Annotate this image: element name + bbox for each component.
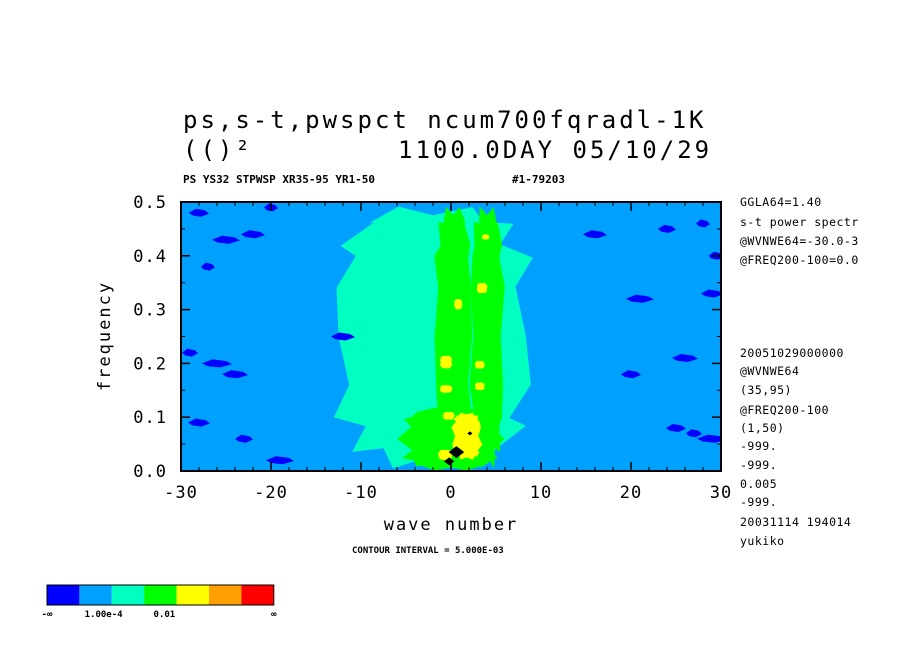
subheader-right: #1-79203 xyxy=(512,173,565,186)
side-info-bottom-1: 20051029000000 xyxy=(740,346,844,360)
contour-region-level-4 xyxy=(451,412,483,460)
colorbar-swatch xyxy=(47,585,80,605)
x-tick-label: 20 xyxy=(620,483,642,503)
y-axis-label: frequency xyxy=(95,281,115,391)
colorbar-label: 1.00e-4 xyxy=(85,610,124,620)
low-power-spot xyxy=(331,332,355,341)
low-power-spot xyxy=(202,359,232,368)
low-power-spot xyxy=(701,289,721,298)
y-tick-label: 0.5 xyxy=(133,193,167,213)
colorbar-label: 0.01 xyxy=(154,610,176,620)
contour-region-level-4 xyxy=(438,449,453,461)
colorbar-label: -∞ xyxy=(42,610,53,620)
low-power-spot xyxy=(212,235,240,244)
x-tick-label: -10 xyxy=(344,483,378,503)
side-info-top-1: GGLA64=1.40 xyxy=(740,195,822,209)
x-tick-label: -30 xyxy=(164,483,198,503)
contour-region-level-3 xyxy=(434,206,473,469)
x-tick-label: 30 xyxy=(710,483,732,503)
y-tick-label: 0.1 xyxy=(133,408,167,428)
low-power-spot xyxy=(583,230,607,239)
colorbar-swatch xyxy=(241,585,274,605)
colorbar-label: ∞ xyxy=(271,610,277,620)
x-tick-label: 0 xyxy=(445,483,456,503)
peak-contour-spot xyxy=(467,431,473,436)
low-power-spot xyxy=(201,262,215,271)
colorbar: -∞ 1.00e-4 0.01 ∞ xyxy=(42,584,277,620)
x-tick-label: 10 xyxy=(530,483,552,503)
low-power-spot xyxy=(188,418,210,427)
low-power-spot xyxy=(686,429,702,438)
side-info-bottom-3: (35,95) xyxy=(740,383,792,397)
side-info-bottom-10: 20031114 194014 xyxy=(740,515,852,529)
colorbar-swatch xyxy=(209,585,242,605)
low-power-spot xyxy=(696,219,710,228)
contour-region-level-4 xyxy=(439,385,453,393)
contour-region-level-4 xyxy=(442,412,456,420)
side-info-bottom-2: @WVNWE64 xyxy=(740,364,800,378)
low-power-spot xyxy=(266,456,294,465)
low-power-spot xyxy=(182,348,198,357)
colorbar-swatch xyxy=(79,585,112,605)
side-info-top-4: @FREQ200-100=0.0 xyxy=(740,253,859,267)
side-info-top-2: s-t power spectr xyxy=(740,215,859,229)
x-axis-label: wave number xyxy=(384,515,519,535)
side-info-bottom-4: @FREQ200-100 xyxy=(740,403,830,417)
contour-region-level-4 xyxy=(481,234,490,240)
x-tick-label: -20 xyxy=(254,483,288,503)
low-power-spot xyxy=(666,424,686,432)
contour-region-level-4 xyxy=(476,282,488,294)
contour-region-level-3 xyxy=(469,206,505,469)
peak-contour-spot xyxy=(448,446,465,459)
low-power-spot xyxy=(235,434,253,443)
contour-interval-note: CONTOUR INTERVAL = 5.000E-03 xyxy=(352,546,504,556)
low-power-spot xyxy=(672,354,698,362)
contour-region-level-4 xyxy=(474,382,486,391)
side-info-bottom-8: 0.005 xyxy=(740,477,778,491)
title-line-1: ps,s-t,pwspct ncum700fqradl-1K xyxy=(183,106,707,134)
side-info-bottom-7: -999. xyxy=(740,458,778,472)
side-info-top-3: @WVNWE64=-30.0-3 xyxy=(740,234,859,248)
colorbar-frame xyxy=(46,584,275,606)
colorbar-swatch xyxy=(111,585,145,605)
contour-region-level-4 xyxy=(474,360,485,369)
contour-region-level-4 xyxy=(453,299,463,310)
low-power-spot xyxy=(626,294,654,303)
low-power-spot xyxy=(658,224,676,233)
y-tick-label: 0.2 xyxy=(133,354,167,374)
contour-region-level-4 xyxy=(439,355,453,369)
y-tick-label: 0.0 xyxy=(133,462,167,482)
title-line-2-left: (()² xyxy=(183,136,253,164)
y-tick-label: 0.4 xyxy=(133,247,167,267)
side-info-bottom-9: -999. xyxy=(740,495,778,509)
low-power-spot xyxy=(189,208,209,217)
side-info-bottom-5: (1,50) xyxy=(740,421,785,435)
peak-contour-spot xyxy=(444,457,455,466)
low-power-spot xyxy=(222,370,248,379)
y-tick-label: 0.3 xyxy=(133,301,167,321)
colorbar-swatch xyxy=(144,585,177,605)
side-info-bottom-11: yukiko xyxy=(740,534,785,548)
side-info-bottom-6: -999. xyxy=(740,439,778,453)
title-line-2-right: 1100.0DAY 05/10/29 xyxy=(398,136,713,164)
colorbar-swatch xyxy=(176,585,209,605)
subheader-left: PS YS32 STPWSP XR35-95 YR1-50 xyxy=(183,173,376,186)
low-power-spot xyxy=(241,230,265,239)
low-power-spot xyxy=(697,434,721,443)
low-power-spot xyxy=(621,370,641,379)
